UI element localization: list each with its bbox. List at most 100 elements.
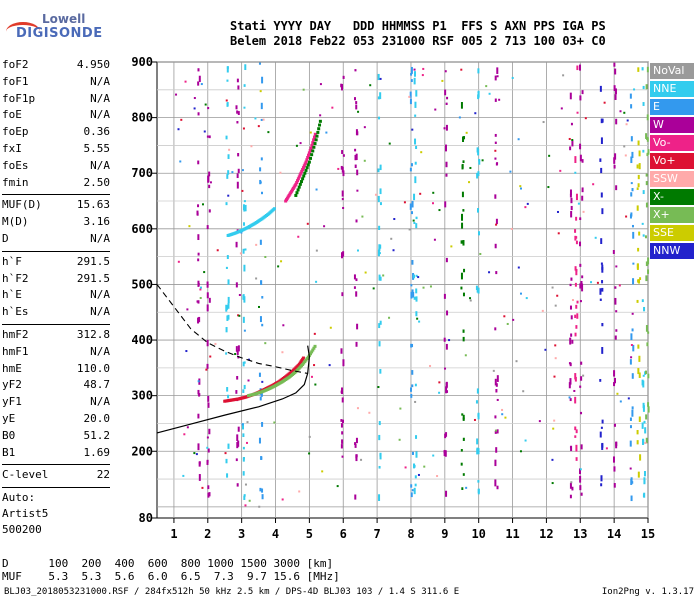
scatter-echo-dot — [554, 344, 557, 347]
noise-echo-dot — [197, 389, 200, 395]
param-value: N/A — [90, 158, 110, 172]
noise-echo-dot — [342, 419, 345, 424]
scatter-echo-dot — [503, 315, 506, 318]
noise-echo-dot — [460, 449, 463, 452]
noise-echo-dot — [225, 304, 228, 312]
scatter-echo-dot — [458, 116, 461, 119]
scatter-echo-dot — [629, 467, 632, 470]
scatter-echo-dot — [469, 299, 472, 302]
noise-echo-dot — [377, 168, 380, 173]
scatter-echo-dot — [408, 95, 411, 98]
echo-trace-point — [313, 132, 317, 136]
y-tick-label: 900 — [131, 55, 153, 69]
noise-echo-dot — [478, 231, 481, 236]
noise-echo-dot — [614, 335, 617, 340]
noise-echo-dot — [444, 433, 447, 439]
noise-echo-dot — [356, 323, 359, 330]
scatter-echo-dot — [306, 222, 309, 225]
param-name: M(D) — [2, 215, 29, 229]
echo-trace-point — [312, 346, 316, 350]
scatter-echo-dot — [541, 309, 544, 312]
noise-echo-dot — [643, 420, 646, 424]
noise-echo-dot — [463, 268, 466, 273]
noise-echo-dot — [646, 114, 649, 121]
noise-echo-dot — [645, 437, 648, 444]
echo-trace-point — [300, 169, 304, 173]
noise-echo-dot — [206, 363, 209, 369]
noise-echo-dot — [354, 154, 357, 161]
scatter-echo-dot — [203, 271, 206, 274]
x-tick-label: 13 — [573, 527, 587, 541]
noise-echo-dot — [614, 153, 617, 160]
scatter-echo-dot — [568, 137, 571, 140]
noise-echo-dot — [411, 489, 414, 492]
noise-echo-dot — [444, 367, 447, 370]
scatter-echo-dot — [551, 482, 554, 485]
scatter-echo-dot — [626, 119, 629, 122]
echo-trace-point — [296, 188, 300, 192]
noise-echo-dot — [259, 239, 262, 245]
noise-echo-dot — [494, 75, 497, 81]
scatter-echo-dot — [315, 188, 318, 191]
param-value: 51.2 — [83, 428, 111, 442]
scatter-echo-dot — [494, 429, 497, 432]
noise-echo-dot — [600, 262, 603, 265]
param-name: C-level — [2, 468, 49, 482]
scatter-echo-dot — [273, 421, 276, 424]
param-row: foF1p N/A — [2, 92, 110, 109]
noise-echo-dot — [496, 398, 499, 401]
x-tick-label: 15 — [641, 527, 655, 541]
noise-echo-dot — [378, 225, 381, 231]
scatter-echo-dot — [310, 375, 313, 378]
param-value: 5.55 — [83, 141, 111, 155]
noise-echo-dot — [379, 452, 382, 460]
noise-echo-dot — [414, 138, 417, 145]
noise-echo-dot — [636, 263, 639, 270]
noise-echo-dot — [612, 249, 615, 254]
scatter-echo-dot — [414, 400, 417, 403]
echo-trace-point — [308, 149, 312, 153]
scatter-echo-dot — [515, 360, 518, 363]
muf-distance-row: D 100 200 400 600 800 1000 1500 3000 [km… — [2, 557, 334, 570]
noise-echo-dot — [600, 118, 603, 124]
scatter-echo-dot — [522, 390, 525, 393]
noise-echo-dot — [227, 296, 230, 304]
param-row: hmF2 312.8 — [2, 328, 110, 345]
noise-echo-dot — [631, 188, 634, 192]
noise-echo-dot — [599, 431, 602, 438]
echo-trace-point — [301, 166, 305, 170]
noise-echo-dot — [444, 70, 447, 73]
noise-echo-dot — [414, 114, 417, 117]
noise-echo-dot — [379, 164, 382, 171]
noise-echo-dot — [570, 205, 573, 211]
noise-echo-dot — [570, 333, 573, 337]
noise-echo-dot — [568, 382, 571, 389]
noise-echo-dot — [574, 376, 577, 382]
scatter-echo-dot — [630, 344, 633, 347]
noise-echo-dot — [460, 102, 463, 109]
noise-echo-dot — [647, 402, 650, 407]
param-row: foE N/A — [2, 108, 110, 125]
param-row: M(D) 3.16 — [2, 215, 110, 232]
noise-echo-dot — [600, 137, 603, 144]
scatter-echo-dot — [313, 364, 316, 367]
noise-echo-dot — [580, 376, 583, 381]
noise-echo-dot — [574, 373, 577, 380]
noise-echo-dot — [443, 449, 446, 457]
noise-echo-dot — [355, 219, 358, 223]
noise-echo-dot — [236, 434, 239, 441]
noise-echo-dot — [341, 150, 344, 154]
noise-echo-dot — [639, 277, 642, 281]
param-name: foE — [2, 108, 22, 122]
noise-echo-dot — [637, 183, 640, 188]
noise-echo-dot — [614, 88, 617, 95]
scatter-echo-dot — [619, 400, 622, 403]
noise-echo-dot — [574, 396, 577, 404]
noise-echo-dot — [569, 398, 572, 402]
logo-arc-icon — [6, 22, 40, 41]
noise-echo-dot — [631, 406, 634, 410]
echo-trace-point — [299, 180, 303, 184]
noise-echo-dot — [631, 373, 634, 379]
scatter-echo-dot — [203, 130, 206, 133]
noise-echo-dot — [494, 479, 497, 487]
